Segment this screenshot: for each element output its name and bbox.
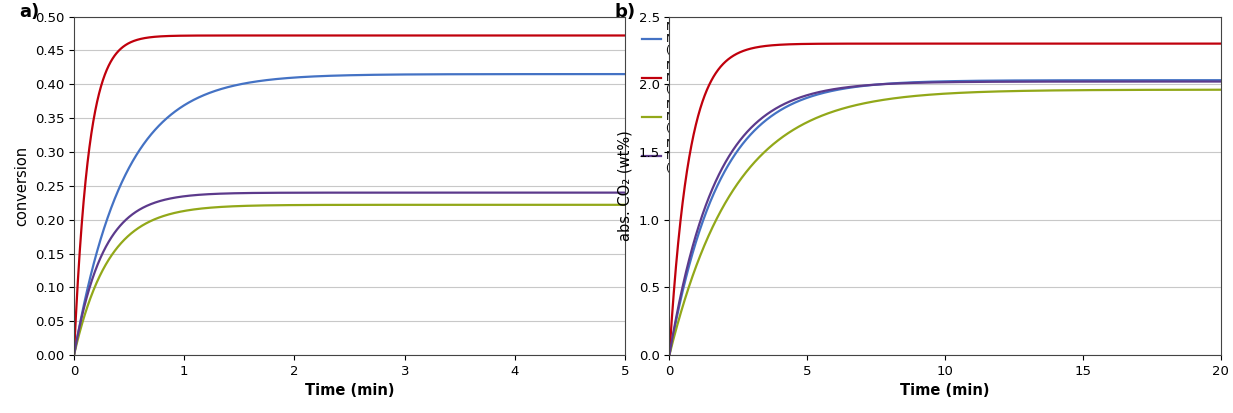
NaNO3/MgO=0
Na2CO3/MgO=1.5
(10 wt% MgCO3) <box>602 71 616 76</box>
NaNO3/MgO=0
Na2CO3/MgO=1.5
(10 wt% MgCO3) <box>662 353 677 358</box>
NaNO3/MgO=0
Na2CO3/MgO=1.5
(10 wt% MgCO3) <box>67 353 81 358</box>
NaNO3/MgO=0.5
Na2CO3/MgO=1.5
(20 wt% MgCO3) <box>1197 79 1212 84</box>
NaNO3/MgO=0.5
Na2CO3/MgO=1.5
(10 wt% MgCO3) <box>602 33 616 38</box>
NaNO3/MgO=0.5
Na2CO3/MgO=1.5
(10 wt% MgCO3) <box>930 41 944 46</box>
NaNO3/MgO=0
Na2CO3/MgO=1.5
(20 wt% MgCO3) <box>1197 87 1212 92</box>
NaNO3/MgO=0.5
Na2CO3/MgO=1.5
(20 wt% MgCO3) <box>690 228 705 233</box>
NaNO3/MgO=0.5
Na2CO3/MgO=1.5
(20 wt% MgCO3) <box>334 190 349 195</box>
Y-axis label: conversion: conversion <box>15 146 30 226</box>
X-axis label: Time (min): Time (min) <box>900 383 990 399</box>
NaNO3/MgO=0.5
Na2CO3/MgO=1.5
(10 wt% MgCO3) <box>618 33 633 38</box>
NaNO3/MgO=0.5
Na2CO3/MgO=1.5
(20 wt% MgCO3) <box>1213 79 1228 84</box>
NaNO3/MgO=0.5
Na2CO3/MgO=1.5
(10 wt% MgCO3) <box>1197 41 1212 46</box>
NaNO3/MgO=0
Na2CO3/MgO=1.5
(20 wt% MgCO3) <box>334 202 349 207</box>
Text: b): b) <box>614 3 635 21</box>
NaNO3/MgO=0.5
Na2CO3/MgO=1.5
(10 wt% MgCO3) <box>616 33 631 38</box>
NaNO3/MgO=0.5
Na2CO3/MgO=1.5
(10 wt% MgCO3) <box>602 33 616 38</box>
NaNO3/MgO=0.5
Na2CO3/MgO=1.5
(20 wt% MgCO3) <box>602 190 616 195</box>
NaNO3/MgO=0
Na2CO3/MgO=1.5
(10 wt% MgCO3) <box>1197 78 1212 83</box>
NaNO3/MgO=0.5
Na2CO3/MgO=1.5
(10 wt% MgCO3) <box>915 41 930 46</box>
Line: NaNO3/MgO=0.5
Na2CO3/MgO=1.5
(20 wt% MgCO3): NaNO3/MgO=0.5 Na2CO3/MgO=1.5 (20 wt% MgC… <box>74 192 625 355</box>
NaNO3/MgO=0.5
Na2CO3/MgO=1.5
(10 wt% MgCO3) <box>321 33 335 38</box>
Line: NaNO3/MgO=0
Na2CO3/MgO=1.5
(20 wt% MgCO3): NaNO3/MgO=0 Na2CO3/MgO=1.5 (20 wt% MgCO3… <box>74 205 625 355</box>
NaNO3/MgO=0.5
Na2CO3/MgO=1.5
(20 wt% MgCO3) <box>95 252 110 257</box>
NaNO3/MgO=0
Na2CO3/MgO=1.5
(20 wt% MgCO3) <box>915 93 930 98</box>
NaNO3/MgO=0
Na2CO3/MgO=1.5
(10 wt% MgCO3) <box>1213 78 1228 83</box>
NaNO3/MgO=0.5
Na2CO3/MgO=1.5
(20 wt% MgCO3) <box>915 80 930 85</box>
NaNO3/MgO=0
Na2CO3/MgO=1.5
(10 wt% MgCO3) <box>930 79 944 84</box>
Line: NaNO3/MgO=0.5
Na2CO3/MgO=1.5
(10 wt% MgCO3): NaNO3/MgO=0.5 Na2CO3/MgO=1.5 (10 wt% MgC… <box>670 44 1221 355</box>
NaNO3/MgO=0.5
Na2CO3/MgO=1.5
(10 wt% MgCO3) <box>690 116 705 121</box>
NaNO3/MgO=0.5
Na2CO3/MgO=1.5
(10 wt% MgCO3) <box>662 353 677 358</box>
NaNO3/MgO=0.5
Na2CO3/MgO=1.5
(10 wt% MgCO3) <box>67 353 81 358</box>
NaNO3/MgO=0.5
Na2CO3/MgO=1.5
(20 wt% MgCO3) <box>501 190 515 195</box>
NaNO3/MgO=0.5
Na2CO3/MgO=1.5
(20 wt% MgCO3) <box>618 190 633 195</box>
NaNO3/MgO=0.5
Na2CO3/MgO=1.5
(10 wt% MgCO3) <box>95 80 110 85</box>
Y-axis label: abs. CO₂ (wt%): abs. CO₂ (wt%) <box>618 131 633 241</box>
Line: NaNO3/MgO=0.5
Na2CO3/MgO=1.5
(10 wt% MgCO3): NaNO3/MgO=0.5 Na2CO3/MgO=1.5 (10 wt% MgC… <box>74 36 625 355</box>
NaNO3/MgO=0
Na2CO3/MgO=1.5
(10 wt% MgCO3) <box>1197 78 1212 83</box>
NaNO3/MgO=0
Na2CO3/MgO=1.5
(10 wt% MgCO3) <box>501 72 515 77</box>
NaNO3/MgO=0
Na2CO3/MgO=1.5
(10 wt% MgCO3) <box>690 235 705 240</box>
NaNO3/MgO=0
Na2CO3/MgO=1.5
(10 wt% MgCO3) <box>618 71 633 76</box>
Line: NaNO3/MgO=0.5
Na2CO3/MgO=1.5
(20 wt% MgCO3): NaNO3/MgO=0.5 Na2CO3/MgO=1.5 (20 wt% MgC… <box>670 81 1221 355</box>
NaNO3/MgO=0.5
Na2CO3/MgO=1.5
(10 wt% MgCO3) <box>334 33 349 38</box>
NaNO3/MgO=0.5
Na2CO3/MgO=1.5
(20 wt% MgCO3) <box>1197 79 1212 84</box>
Text: a): a) <box>18 3 39 21</box>
NaNO3/MgO=0
Na2CO3/MgO=1.5
(20 wt% MgCO3) <box>321 202 335 207</box>
Line: NaNO3/MgO=0
Na2CO3/MgO=1.5
(10 wt% MgCO3): NaNO3/MgO=0 Na2CO3/MgO=1.5 (10 wt% MgCO3… <box>670 80 1221 355</box>
NaNO3/MgO=0
Na2CO3/MgO=1.5
(20 wt% MgCO3) <box>690 260 705 265</box>
Line: NaNO3/MgO=0
Na2CO3/MgO=1.5
(10 wt% MgCO3): NaNO3/MgO=0 Na2CO3/MgO=1.5 (10 wt% MgCO3… <box>74 74 625 355</box>
NaNO3/MgO=0
Na2CO3/MgO=1.5
(10 wt% MgCO3) <box>602 71 616 76</box>
NaNO3/MgO=0
Na2CO3/MgO=1.5
(20 wt% MgCO3) <box>602 202 616 207</box>
NaNO3/MgO=0.5
Na2CO3/MgO=1.5
(10 wt% MgCO3) <box>1197 41 1212 46</box>
NaNO3/MgO=0
Na2CO3/MgO=1.5
(10 wt% MgCO3) <box>334 73 349 78</box>
Line: NaNO3/MgO=0
Na2CO3/MgO=1.5
(20 wt% MgCO3): NaNO3/MgO=0 Na2CO3/MgO=1.5 (20 wt% MgCO3… <box>670 90 1221 355</box>
NaNO3/MgO=0
Na2CO3/MgO=1.5
(10 wt% MgCO3) <box>1096 78 1111 83</box>
NaNO3/MgO=0.5
Na2CO3/MgO=1.5
(20 wt% MgCO3) <box>321 190 335 195</box>
NaNO3/MgO=0
Na2CO3/MgO=1.5
(20 wt% MgCO3) <box>662 353 677 358</box>
NaNO3/MgO=0.5
Na2CO3/MgO=1.5
(20 wt% MgCO3) <box>1096 79 1111 84</box>
NaNO3/MgO=0
Na2CO3/MgO=1.5
(20 wt% MgCO3) <box>95 269 110 274</box>
NaNO3/MgO=0
Na2CO3/MgO=1.5
(20 wt% MgCO3) <box>1096 88 1111 93</box>
NaNO3/MgO=0.5
Na2CO3/MgO=1.5
(20 wt% MgCO3) <box>662 353 677 358</box>
NaNO3/MgO=0.5
Na2CO3/MgO=1.5
(20 wt% MgCO3) <box>67 353 81 358</box>
NaNO3/MgO=0.5
Na2CO3/MgO=1.5
(20 wt% MgCO3) <box>602 190 616 195</box>
NaNO3/MgO=0
Na2CO3/MgO=1.5
(20 wt% MgCO3) <box>618 202 633 207</box>
NaNO3/MgO=0
Na2CO3/MgO=1.5
(20 wt% MgCO3) <box>1213 87 1228 92</box>
NaNO3/MgO=0
Na2CO3/MgO=1.5
(20 wt% MgCO3) <box>501 202 515 207</box>
NaNO3/MgO=0
Na2CO3/MgO=1.5
(20 wt% MgCO3) <box>67 353 81 358</box>
NaNO3/MgO=0
Na2CO3/MgO=1.5
(20 wt% MgCO3) <box>1197 87 1212 92</box>
NaNO3/MgO=0
Na2CO3/MgO=1.5
(20 wt% MgCO3) <box>930 92 944 97</box>
NaNO3/MgO=0.5
Na2CO3/MgO=1.5
(10 wt% MgCO3) <box>1096 41 1111 46</box>
NaNO3/MgO=0.5
Na2CO3/MgO=1.5
(20 wt% MgCO3) <box>930 80 944 85</box>
NaNO3/MgO=0.5
Na2CO3/MgO=1.5
(10 wt% MgCO3) <box>501 33 515 38</box>
NaNO3/MgO=0
Na2CO3/MgO=1.5
(10 wt% MgCO3) <box>95 232 110 237</box>
Legend: NaNO3/MgO=0
Na2CO3/MgO=1.5
(10 wt% MgCO3), NaNO3/MgO=0.5
Na2CO3/MgO=1.5
(10 wt% : NaNO3/MgO=0 Na2CO3/MgO=1.5 (10 wt% MgCO3… <box>641 22 766 173</box>
NaNO3/MgO=0
Na2CO3/MgO=1.5
(10 wt% MgCO3) <box>321 74 335 78</box>
NaNO3/MgO=0.5
Na2CO3/MgO=1.5
(10 wt% MgCO3) <box>1213 41 1228 46</box>
X-axis label: Time (min): Time (min) <box>305 383 395 399</box>
NaNO3/MgO=0
Na2CO3/MgO=1.5
(10 wt% MgCO3) <box>915 79 930 84</box>
NaNO3/MgO=0
Na2CO3/MgO=1.5
(20 wt% MgCO3) <box>602 202 616 207</box>
